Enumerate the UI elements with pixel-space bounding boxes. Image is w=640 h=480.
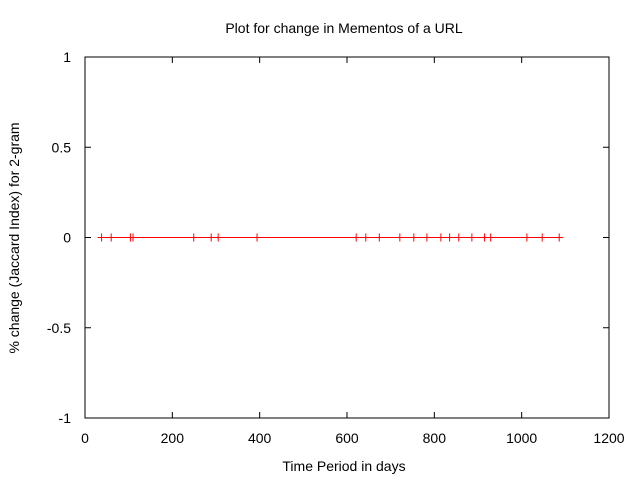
axis-ticks [84, 56, 610, 419]
x-tick-labels: 0 200 400 600 800 1000 1200 [81, 430, 625, 446]
data-point [555, 233, 564, 242]
data-point [522, 233, 531, 242]
y-tick-label: 0.5 [52, 139, 72, 155]
data-point [361, 233, 370, 242]
data-point [352, 233, 361, 242]
data-point [207, 233, 216, 242]
data-point [189, 233, 198, 242]
data-point [467, 233, 476, 242]
y-tick-label: 0 [63, 230, 71, 246]
y-tick-label: -1 [59, 410, 72, 426]
y-tick-labels: -1 -0.5 0 0.5 1 [47, 49, 71, 426]
x-axis-label: Time Period in days [282, 458, 405, 474]
x-tick-label: 1000 [506, 430, 537, 446]
series-group [97, 233, 564, 242]
data-point [97, 233, 106, 242]
x-tick-label: 200 [161, 430, 185, 446]
data-point [409, 233, 418, 242]
data-point [129, 233, 138, 242]
data-point [214, 233, 223, 242]
y-tick-label: 1 [63, 49, 71, 65]
x-tick-label: 1200 [593, 430, 624, 446]
x-tick-label: 400 [248, 430, 272, 446]
data-point [454, 233, 463, 242]
data-point [486, 233, 495, 242]
data-point [107, 233, 116, 242]
data-point [538, 233, 547, 242]
x-tick-label: 600 [335, 430, 359, 446]
y-tick-label: -0.5 [47, 320, 71, 336]
data-point [395, 233, 404, 242]
x-tick-label: 0 [81, 430, 89, 446]
data-point [253, 233, 262, 242]
x-tick-label: 800 [423, 430, 447, 446]
data-point [422, 233, 431, 242]
data-point [445, 233, 454, 242]
chart-title: Plot for change in Mementos of a URL [225, 20, 463, 36]
data-point [436, 233, 445, 242]
data-point [375, 233, 384, 242]
y-axis-label: % change (Jaccard Index) for 2-gram [6, 122, 22, 353]
